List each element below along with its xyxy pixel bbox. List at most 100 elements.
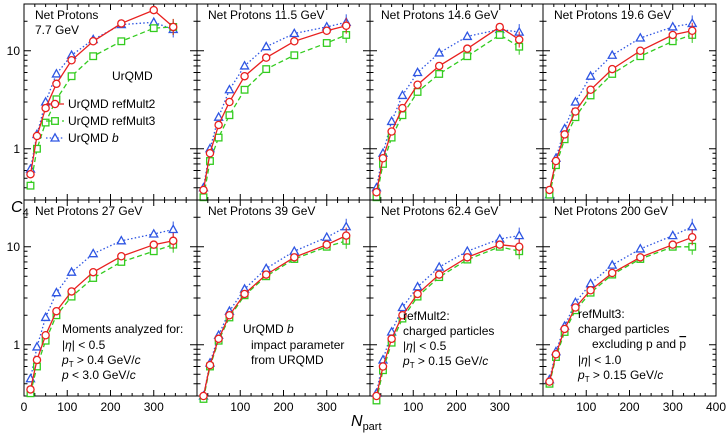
data-point — [26, 169, 35, 179]
data-point — [214, 133, 223, 142]
data-point — [495, 240, 504, 249]
series-triangle — [25, 16, 179, 173]
data-point — [116, 235, 127, 245]
data-point — [514, 35, 524, 44]
data-point — [149, 240, 158, 249]
data-point — [321, 231, 332, 241]
data-point — [149, 247, 158, 256]
data-point — [148, 228, 159, 238]
data-point — [290, 253, 299, 262]
x-tick-label: 300 — [317, 400, 337, 414]
series-line — [202, 25, 347, 191]
series-line — [548, 22, 693, 195]
data-point — [168, 22, 178, 32]
panel-title: Net Protons 39 GeV — [208, 204, 315, 218]
series-line — [29, 26, 174, 186]
data-point — [40, 311, 51, 322]
x-tick-label: 100 — [403, 400, 423, 414]
data-point — [205, 360, 215, 370]
data-point — [635, 243, 646, 253]
note-refmult3-excl: excluding p and p — [592, 337, 686, 351]
data-point — [239, 60, 250, 70]
series-circle — [372, 22, 524, 197]
data-point — [413, 87, 422, 96]
data-point — [397, 301, 408, 312]
data-point — [434, 270, 444, 279]
data-point — [413, 80, 422, 89]
series-line — [29, 21, 174, 170]
y-tick-label: 10 — [7, 44, 21, 58]
data-point — [51, 68, 62, 78]
data-point — [214, 334, 223, 344]
data-point — [67, 72, 76, 81]
data-point — [322, 39, 331, 47]
note-refmult2-title: refMult2: — [403, 309, 450, 323]
data-point — [322, 240, 331, 249]
series-circle — [26, 5, 178, 179]
note-b-line2: impact parameter — [251, 338, 344, 352]
chart-panel-7: 100 200 300 Net Protons 62.4 GeV — [369, 199, 544, 414]
y-axis-title: C4 — [11, 199, 29, 219]
data-point — [378, 362, 388, 371]
data-point — [52, 79, 61, 89]
note-refmult2-eta: |η| < 0.5 — [403, 339, 447, 353]
series-line — [375, 26, 520, 193]
data-point — [88, 248, 99, 258]
series-line — [548, 226, 693, 380]
data-point — [687, 26, 697, 36]
x-tick-label: 200 — [619, 400, 639, 414]
data-point — [397, 89, 408, 100]
data-point — [463, 52, 472, 61]
data-point — [168, 236, 178, 246]
y-tick-label: 1 — [13, 142, 20, 156]
data-point — [52, 306, 61, 316]
data-point — [635, 32, 646, 42]
series-triangle — [25, 221, 179, 383]
legend-label-b: UrQMD b — [68, 131, 119, 145]
data-point — [636, 253, 645, 262]
data-point — [26, 181, 35, 190]
data-point — [213, 111, 224, 121]
data-point — [322, 26, 331, 36]
data-point — [586, 285, 595, 295]
data-point — [33, 144, 41, 153]
data-point — [32, 355, 42, 365]
data-point — [545, 377, 554, 386]
series-line — [202, 34, 347, 198]
data-point — [398, 311, 407, 320]
note-refmult3-title: refMult3: — [578, 307, 625, 321]
x-axis-title-sub: part — [363, 421, 382, 433]
data-point — [560, 324, 569, 334]
note-moments-p: p < 3.0 GeV/c — [61, 368, 136, 382]
note-refmult3: refMult3: charged particles excluding p … — [577, 307, 686, 384]
panel-subtitle: 7.7 GeV — [35, 23, 79, 37]
data-point — [386, 115, 397, 126]
data-point — [607, 49, 618, 59]
data-point — [149, 5, 158, 15]
series-circle — [26, 232, 178, 394]
series-line — [548, 246, 693, 384]
note-b-line3: from URQMD — [251, 353, 324, 367]
x-axis-title: Npart — [351, 413, 382, 433]
data-point — [168, 223, 179, 234]
data-point — [341, 21, 351, 30]
data-point — [117, 19, 126, 28]
note-moments: Moments analyzed for: |η| < 0.5 pT > 0.4… — [61, 322, 183, 382]
data-point — [149, 24, 158, 33]
x-tick-label: 100 — [576, 400, 596, 414]
legend-marker — [50, 99, 60, 109]
panel-title: Net Protons 14.6 GeV — [381, 8, 498, 22]
data-point — [551, 156, 561, 166]
data-point — [206, 157, 214, 165]
data-point — [199, 391, 208, 401]
note-moments-eta: |η| < 0.5 — [62, 338, 106, 352]
x-tick-label: 0 — [21, 400, 28, 414]
data-point — [41, 118, 50, 127]
x-tick-label: 200 — [100, 400, 120, 414]
data-point — [636, 46, 645, 56]
legend-label-refmult3: UrQMD refMult3 — [68, 114, 156, 128]
note-b-title: UrQMD b — [243, 322, 294, 336]
note-b: UrQMD b impact parameter from URQMD — [243, 322, 344, 367]
data-point — [434, 261, 445, 271]
